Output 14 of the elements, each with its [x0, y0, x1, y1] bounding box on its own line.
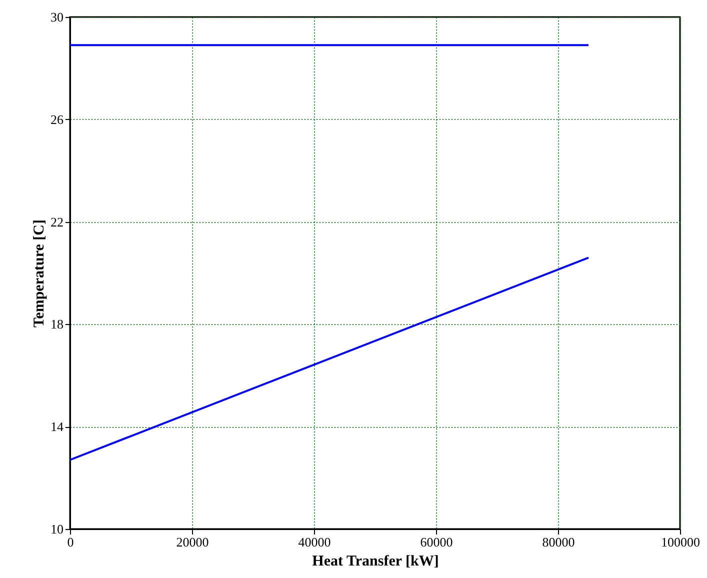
x-axis-title: Heat Transfer [kW] — [312, 554, 439, 570]
x-tick-label: 20000 — [176, 534, 209, 550]
x-tick-label: 0 — [67, 534, 74, 550]
y-tick-label: 14 — [50, 419, 64, 434]
x-tick-label: 40000 — [298, 534, 331, 550]
y-tick-label: 10 — [50, 522, 64, 536]
y-axis-title: Temperature [C] — [32, 220, 48, 328]
y-tick-label: 30 — [50, 10, 64, 24]
x-tick-label: 100000 — [661, 534, 700, 550]
y-tick-label: 22 — [50, 214, 64, 230]
y-tick-label: 26 — [50, 112, 64, 127]
y-tick-label: 18 — [50, 316, 64, 332]
x-tick-label: 60000 — [420, 534, 453, 550]
x-tick-label: 80000 — [542, 534, 575, 550]
